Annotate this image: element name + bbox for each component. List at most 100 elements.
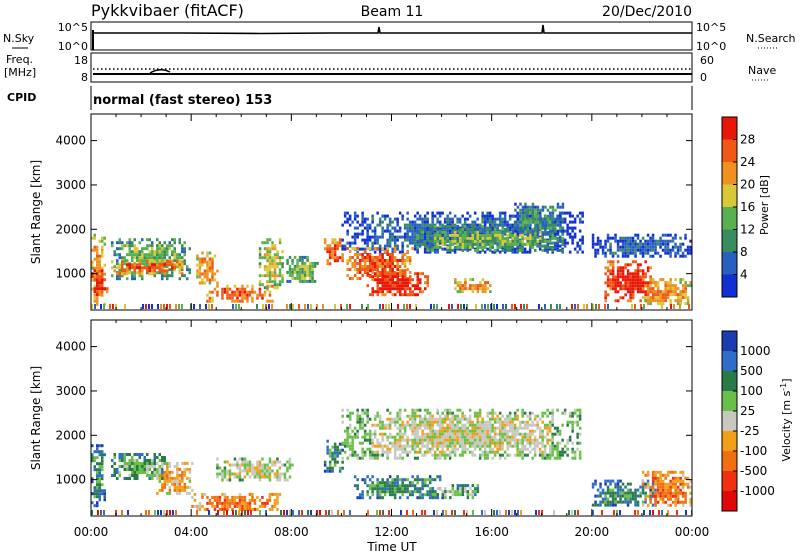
velocity-cell — [508, 429, 512, 433]
power-cell — [93, 287, 96, 291]
power-cell — [519, 217, 522, 221]
power-cell — [348, 250, 352, 253]
velocity-cell — [393, 484, 397, 488]
power-cell — [158, 266, 161, 270]
power-cell — [303, 255, 307, 259]
velocity-cell — [546, 408, 549, 412]
velocity-cell — [448, 432, 452, 436]
velocity-cell — [428, 417, 432, 421]
velocity-cell — [233, 504, 237, 508]
velocity-cell — [451, 420, 454, 424]
velocity-cell — [473, 429, 477, 433]
power-cell — [258, 293, 262, 297]
velocity-cell — [571, 420, 574, 424]
power-cell — [386, 287, 389, 291]
noise-right-tick-bottom: 10^0 — [696, 40, 726, 53]
velocity-cell — [413, 438, 417, 442]
power-cell — [624, 278, 627, 282]
power-cell — [641, 272, 645, 276]
velocity-cell — [526, 432, 529, 436]
velocity-cell — [473, 423, 477, 427]
velocity-cell — [388, 481, 392, 485]
power-cell — [544, 217, 547, 221]
power-cell — [503, 220, 507, 224]
power-cell — [181, 250, 184, 254]
power-cell — [674, 293, 677, 297]
power-cell — [578, 220, 582, 224]
power-cell — [519, 245, 522, 249]
power-cell — [268, 274, 272, 278]
power-cell — [138, 274, 141, 278]
velocity-cell — [188, 476, 192, 480]
velocity-cell — [343, 438, 347, 442]
power-cell — [346, 211, 349, 215]
velocity-cell — [551, 414, 554, 418]
power-cell — [531, 211, 535, 215]
power-cell — [351, 241, 354, 245]
velocity-cell — [441, 438, 444, 442]
velocity-cell — [398, 411, 402, 415]
power-cell — [676, 245, 680, 249]
power-cell — [418, 244, 422, 248]
power-cell — [621, 245, 625, 249]
power-cell — [221, 293, 224, 297]
power-cell — [411, 223, 414, 227]
velocity-cell — [591, 485, 595, 489]
power-cell — [391, 293, 394, 297]
velocity-cell — [161, 473, 164, 477]
velocity-cell — [376, 450, 379, 454]
velocity-cell — [393, 423, 397, 427]
power-cell — [549, 230, 552, 234]
power-cell — [141, 259, 144, 263]
power-cell — [606, 284, 610, 288]
velocity-cell — [416, 444, 419, 448]
velocity-cell — [261, 466, 264, 470]
power-cell — [371, 241, 374, 245]
velocity-cell — [141, 471, 144, 474]
velocity-cell — [433, 438, 437, 442]
velocity-cell — [433, 429, 437, 433]
power-cell — [578, 238, 582, 242]
power-cell — [490, 304, 492, 309]
power-cell — [578, 244, 582, 248]
velocity-cell — [486, 429, 489, 433]
velocity-cell — [406, 490, 409, 494]
power-cell — [266, 265, 269, 269]
power-cell — [513, 247, 517, 251]
power-cell — [343, 214, 347, 218]
power-cell — [333, 244, 337, 248]
power-cell — [471, 287, 475, 291]
velocity-cell — [133, 471, 136, 474]
velocity-cell — [453, 423, 457, 427]
power-cell — [161, 266, 164, 270]
velocity-cell — [416, 496, 419, 500]
velocity-cell — [506, 444, 509, 448]
power-cell — [624, 248, 627, 252]
power-cell — [231, 299, 234, 303]
velocity-cell — [469, 493, 472, 497]
power-cell — [541, 239, 544, 243]
velocity-cell — [556, 453, 559, 457]
power-cell — [534, 217, 537, 221]
velocity-cell — [471, 435, 474, 439]
power-cell — [491, 239, 494, 243]
power-cell — [408, 262, 412, 265]
velocity-cell — [498, 429, 502, 433]
power-cell — [514, 208, 517, 212]
power-cell — [624, 242, 627, 246]
power-cell — [443, 217, 447, 221]
velocity-cell — [568, 435, 572, 439]
velocity-cell — [406, 453, 409, 457]
power-cell — [656, 302, 660, 306]
velocity-cell — [151, 459, 154, 462]
velocity-cell — [241, 498, 244, 502]
velocity-cell — [231, 472, 234, 476]
power-cell — [301, 267, 304, 271]
velocity-cell — [556, 408, 559, 412]
velocity-cell — [251, 466, 254, 470]
power-cell — [346, 232, 349, 236]
power-cell — [483, 214, 487, 218]
power-cell — [96, 269, 99, 273]
power-cell — [112, 304, 114, 309]
power-cell — [481, 284, 485, 288]
